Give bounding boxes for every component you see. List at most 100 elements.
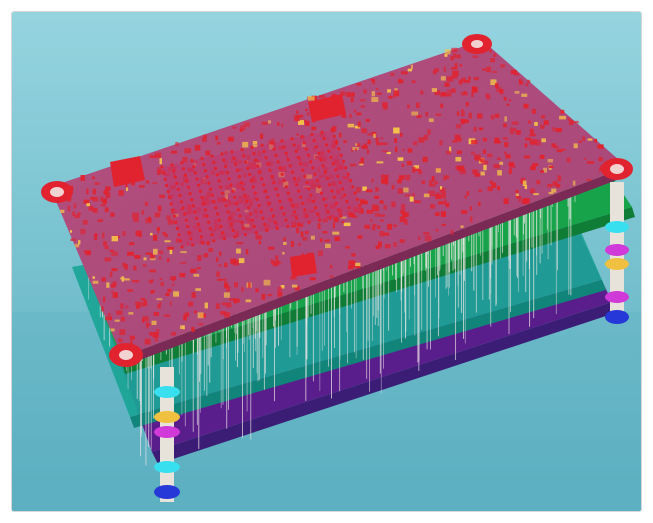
bga-ball [294, 216, 298, 220]
bga-ball [345, 199, 349, 204]
copper-pad [66, 197, 72, 202]
bga-ball [324, 143, 329, 147]
copper-pad [422, 156, 428, 163]
copper-pad [378, 214, 386, 217]
bga-ball [290, 204, 294, 208]
copper-pad [387, 223, 393, 230]
bga-ball [181, 206, 185, 210]
copper-pad [350, 163, 357, 167]
copper-pad [549, 165, 554, 168]
bga-ball [222, 158, 226, 162]
copper-pad [86, 203, 90, 207]
copper-pad [169, 248, 173, 255]
bga-ball [182, 167, 186, 171]
copper-pad [319, 95, 325, 98]
copper-pad [445, 92, 452, 97]
bga-ball [307, 220, 311, 224]
mounting-hole-right [601, 158, 633, 180]
bga-ball [243, 193, 247, 197]
copper-pad [434, 212, 440, 216]
copper-pad [277, 292, 283, 296]
copper-pad [399, 216, 406, 223]
copper-pad [132, 280, 140, 283]
copper-pad [414, 200, 421, 204]
copper-pad [431, 88, 437, 92]
copper-pad [149, 253, 155, 259]
copper-pad [372, 79, 375, 85]
copper-pad [283, 237, 286, 241]
copper-pad [153, 248, 158, 255]
bga-ball [355, 197, 359, 201]
copper-pad [110, 328, 115, 332]
copper-pad [491, 182, 497, 188]
copper-pad [493, 53, 497, 57]
bga-ball [207, 220, 211, 224]
bga-ball [270, 141, 274, 145]
copper-pad [521, 93, 528, 97]
copper-pad [84, 250, 91, 253]
copper-pad [173, 291, 179, 297]
bga-ball [175, 181, 179, 185]
copper-pad [88, 205, 94, 211]
copper-pad [508, 162, 515, 167]
copper-pad [302, 236, 308, 241]
copper-pad [104, 257, 112, 262]
copper-pad [217, 278, 224, 281]
copper-pad [435, 229, 439, 232]
copper-pad [441, 192, 446, 199]
copper-pad [150, 290, 155, 293]
copper-pad [367, 133, 371, 136]
copper-pad [407, 68, 412, 72]
bga-ball [343, 193, 347, 197]
bga-ball [322, 197, 326, 201]
copper-pad [461, 77, 466, 83]
copper-pad [360, 105, 365, 108]
copper-pad [520, 177, 526, 184]
copper-pad [280, 285, 285, 289]
copper-pad [543, 120, 549, 125]
bga-ball [305, 181, 309, 185]
bga-ball [187, 231, 191, 235]
copper-pad [309, 277, 316, 281]
copper-pad [469, 216, 473, 223]
copper-pad [440, 103, 444, 109]
bga-ball [248, 172, 252, 177]
copper-pad [559, 149, 563, 153]
copper-pad [376, 161, 384, 164]
bga-ball [275, 226, 279, 231]
copper-pad [567, 117, 571, 121]
copper-pad [473, 126, 477, 132]
copper-pad [472, 86, 475, 91]
copper-pad [439, 187, 444, 193]
copper-pad [348, 92, 355, 97]
copper-pad [216, 257, 219, 262]
copper-pad [397, 179, 402, 184]
copper-pad [281, 123, 284, 128]
copper-pad [379, 231, 385, 237]
copper-pad [164, 233, 168, 238]
copper-pad [365, 118, 370, 122]
copper-pad [169, 301, 172, 306]
bga-ball [268, 168, 272, 172]
copper-pad [359, 162, 364, 166]
bga-ball [318, 218, 322, 222]
copper-pad [110, 290, 114, 293]
bga-ball [215, 212, 220, 216]
copper-pad [295, 110, 299, 114]
copper-pad [428, 118, 434, 122]
copper-pad [474, 154, 481, 160]
copper-pad [440, 76, 446, 81]
copper-pad [504, 116, 507, 122]
copper-pad [521, 198, 529, 205]
copper-pad [261, 121, 268, 125]
copper-pad [78, 240, 81, 245]
copper-pad [278, 261, 282, 264]
copper-pad [260, 133, 264, 139]
copper-pad [375, 137, 379, 143]
copper-pad [215, 135, 219, 141]
bga-ball [337, 147, 341, 151]
copper-pad [340, 91, 346, 96]
bga-ball [274, 187, 278, 191]
bga-ball [186, 185, 191, 189]
bga-ball [282, 179, 286, 183]
